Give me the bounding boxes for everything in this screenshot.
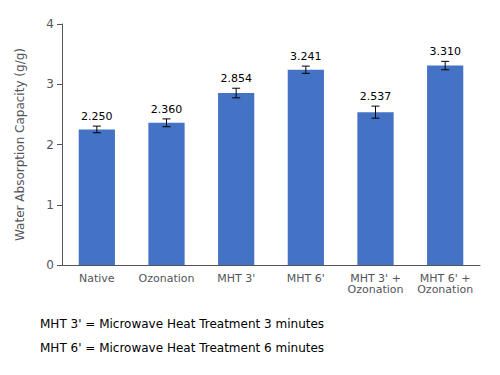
svg-text:MHT 6' = Microwave Heat Treatm: MHT 6' = Microwave Heat Treatment 6 minu…	[40, 341, 324, 355]
svg-text:3.310: 3.310	[429, 45, 461, 58]
svg-text:2.537: 2.537	[360, 90, 392, 103]
svg-text:MHT 3' +: MHT 3' +	[350, 272, 401, 285]
svg-text:2.360: 2.360	[151, 103, 183, 116]
svg-text:2.250: 2.250	[81, 110, 113, 123]
svg-text:Native: Native	[79, 272, 115, 285]
svg-text:MHT 3' = Microwave Heat Treatm: MHT 3' = Microwave Heat Treatment 3 minu…	[40, 317, 324, 331]
svg-text:Ozonation: Ozonation	[417, 283, 473, 296]
svg-text:1: 1	[46, 198, 54, 212]
svg-text:0: 0	[46, 258, 54, 272]
svg-text:MHT 6' +: MHT 6' +	[419, 272, 471, 285]
svg-text:2: 2	[46, 138, 54, 152]
svg-text:MHT 6': MHT 6'	[287, 272, 325, 285]
svg-text:Ozonation: Ozonation	[139, 272, 195, 285]
svg-text:3.241: 3.241	[290, 50, 322, 63]
svg-text:Ozonation: Ozonation	[348, 283, 404, 296]
svg-text:4: 4	[46, 17, 54, 31]
svg-text:3: 3	[46, 77, 54, 91]
svg-text:Water Absorption Capacity (g/g: Water Absorption Capacity (g/g)	[13, 48, 27, 241]
svg-text:MHT 3': MHT 3'	[217, 272, 255, 285]
svg-text:2.854: 2.854	[220, 72, 252, 85]
